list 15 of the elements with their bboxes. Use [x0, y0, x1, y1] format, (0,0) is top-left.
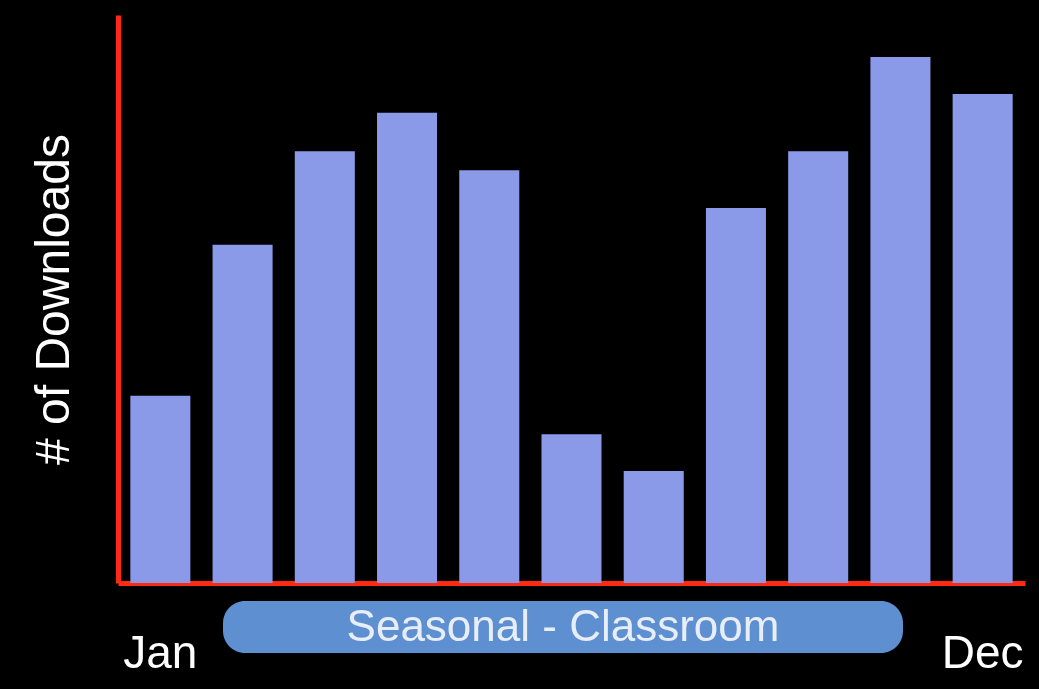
bar: [705, 208, 766, 583]
bar: [212, 244, 273, 583]
bar: [294, 151, 355, 583]
x-tick-label: Dec: [941, 625, 1024, 678]
bar: [870, 57, 931, 583]
bar: [623, 470, 684, 583]
x-tick-label: Jan: [123, 625, 198, 678]
y-axis-title: # of Downloads: [25, 134, 79, 465]
bar: [377, 112, 438, 583]
bar: [788, 151, 849, 583]
bar: [952, 93, 1013, 583]
bar: [130, 395, 191, 583]
bar: [459, 170, 520, 583]
bar: [541, 434, 602, 583]
text: Seasonal - Classroom: [346, 601, 780, 650]
